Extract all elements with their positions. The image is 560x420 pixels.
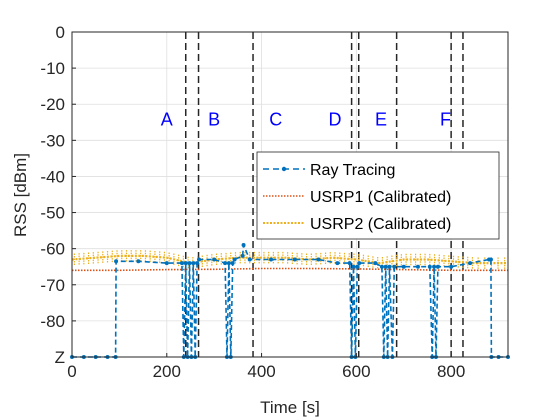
series-ray-tracing-point [347,261,352,266]
plot-frame [71,31,509,358]
series-ray-tracing-point [179,261,184,266]
series-ray-tracing-point [114,259,119,264]
y-tick-label: -20 [40,95,65,114]
series-usrp2-line [71,254,508,265]
region-label-f: F [440,110,451,130]
region-labels: A B C D E F [161,110,451,130]
series-ray-tracing-point [379,264,384,269]
y-tick-label: Z [55,348,65,367]
series-ray-tracing-point [230,261,235,266]
region-label-e: E [375,110,387,130]
series-ray-tracing-point [435,264,440,269]
series-ray-tracing-point [468,261,473,266]
series-ray-tracing-point [387,264,392,269]
axis-ticks: 0 200 400 600 800 0 -10 -20 -30 -40 -50 -60 -70 -80 Z [40,23,465,381]
series-ray-tracing-point [449,264,454,269]
series-ray-tracing-point [195,261,200,266]
series-ray-tracing-point [232,257,237,262]
series-ray-tracing-point [432,264,437,269]
y-tick-label: -40 [40,167,65,186]
series-ray-tracing-point [183,261,188,266]
region-label-c: C [269,110,282,130]
series-ray-tracing-point [401,264,406,269]
series-ray-tracing-point [351,264,356,269]
series-ray-tracing-point [136,259,141,264]
series-ray-tracing-point [240,253,245,258]
series-ray-tracing-point [164,261,169,266]
series-ray-tracing-point [241,243,246,248]
series-ray-tracing-point [269,257,274,262]
series-ray-tracing-point [383,264,388,269]
legend-label-usrp2: USRP2 (Calibrated) [310,216,451,233]
y-axis-label: RSS [dBm] [11,153,30,237]
series-ray-tracing-point [212,257,217,262]
y-tick-label: -60 [40,240,65,259]
legend: Ray Tracing USRP1 (Calibrated) USRP2 (Ca… [256,151,500,240]
series-ray-tracing-point [357,261,362,266]
series-ray-tracing-point [355,264,360,269]
series-ray-tracing-line [72,244,508,358]
series-ray-tracing-point [187,261,192,266]
series-ray-tracing-point [335,261,340,266]
legend-label-ray-tracing: Ray Tracing [310,162,395,179]
region-label-d: D [329,110,342,130]
y-tick-label: -50 [40,204,65,223]
series-ray-tracing-point [292,257,297,262]
x-axis-label: Time [s] [260,398,320,417]
series-usrp1-line [72,267,508,272]
x-tick-label: 0 [67,362,76,381]
y-tick-label: -70 [40,276,65,295]
series-ray-tracing-point [316,257,321,262]
series-ray-tracing-point [226,261,231,266]
series-ray-tracing-point [373,261,378,266]
x-tick-label: 200 [153,362,181,381]
y-tick-label: -10 [40,59,65,78]
legend-marker-ray-tracing [281,166,287,172]
x-tick-label: 400 [247,362,275,381]
legend-label-usrp1: USRP1 (Calibrated) [310,189,451,206]
series-ray-tracing-point [197,257,202,262]
series-ray-tracing-point [247,257,252,262]
y-tick-label: -80 [40,312,65,331]
series-ray-tracing-point [427,264,432,269]
series-ray-tracing-point [191,261,196,266]
x-tick-label: 800 [437,362,465,381]
series-ray-tracing-point [488,257,493,262]
y-tick-label: 0 [56,23,65,42]
series-ray-tracing-point [392,264,397,269]
y-tick-label: -30 [40,131,65,150]
region-label-b: B [208,110,220,130]
region-label-a: A [161,110,173,130]
series-ray-tracing-point [223,261,228,266]
series-ray-tracing-point [415,264,420,269]
x-tick-label: 600 [342,362,370,381]
